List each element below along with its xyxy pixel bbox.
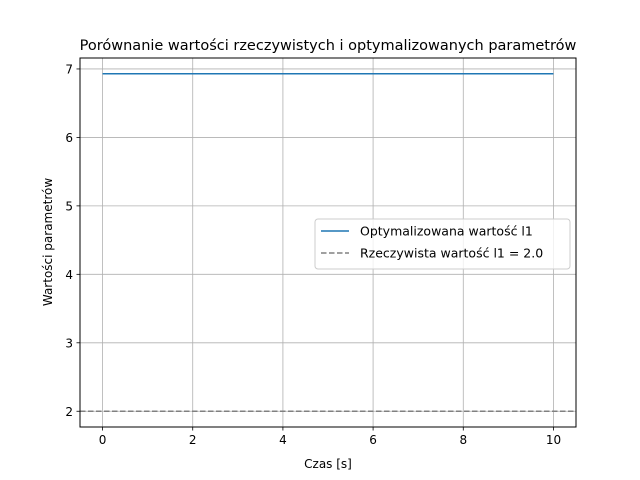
grid-lines (80, 58, 576, 427)
y-tick-label: 6 (65, 131, 73, 145)
x-tick-label: 0 (99, 433, 107, 447)
x-axis-label: Czas [s] (304, 457, 352, 471)
y-tick-label: 5 (65, 199, 73, 213)
y-tick-label: 2 (65, 405, 73, 419)
x-tick-label: 4 (279, 433, 287, 447)
x-tick-label: 6 (369, 433, 377, 447)
x-axis-ticks: 0 2 4 6 8 10 (99, 427, 561, 447)
y-tick-label: 7 (65, 62, 73, 76)
series-layer (80, 72, 576, 413)
x-tick-label: 2 (189, 433, 197, 447)
legend: Optymalizowana wartość l1 Rzeczywista wa… (314, 218, 571, 270)
y-tick-label: 3 (65, 336, 73, 350)
y-tick-label: 4 (65, 268, 73, 282)
legend-label-actual: Rzeczywista wartość l1 = 2.0 (360, 246, 543, 261)
y-axis-ticks: 2 3 4 5 6 7 (65, 62, 80, 419)
y-axis-label: Wartości parametrów (41, 178, 55, 306)
x-tick-label: 8 (459, 433, 467, 447)
x-tick-label: 10 (546, 433, 561, 447)
legend-box (314, 218, 571, 270)
legend-label-optimized: Optymalizowana wartość l1 (360, 224, 533, 239)
plot-area-frame (79, 57, 577, 428)
chart-title: Porównanie wartości rzeczywistych i opty… (80, 38, 577, 54)
